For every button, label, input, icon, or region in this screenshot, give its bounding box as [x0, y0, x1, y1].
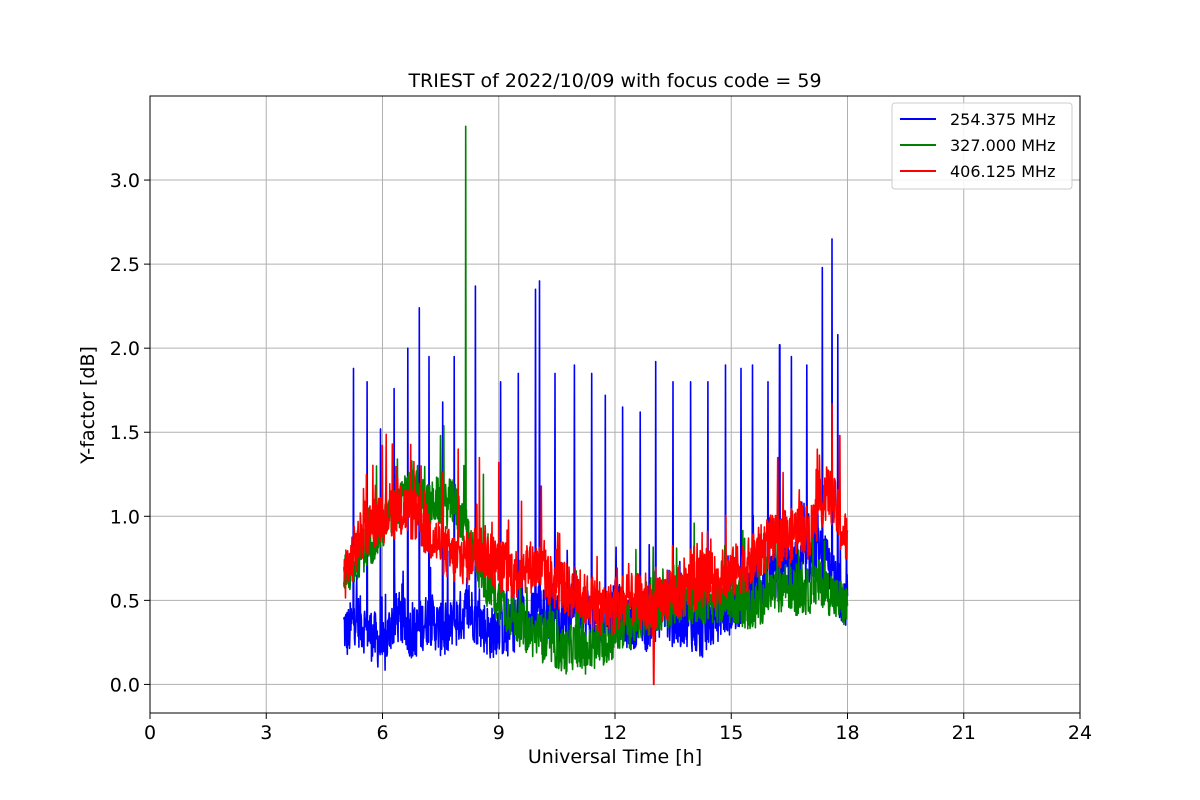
x-tick-label: 18 — [835, 722, 859, 744]
x-tick-label: 21 — [952, 722, 976, 744]
y-tick-label: 1.5 — [110, 422, 140, 444]
x-tick-label: 6 — [376, 722, 388, 744]
series-lines — [343, 125, 849, 686]
x-tick-label: 12 — [603, 722, 627, 744]
axis-ticks: 0 3 6 9 12 15 18 21 24 0.0 0.5 1.0 1.5 2.0 2.5 3.0 — [110, 170, 1092, 744]
x-axis-label: Universal Time [h] — [528, 746, 702, 768]
legend-label: 327.000 MHz — [950, 136, 1055, 155]
legend-label: 406.125 MHz — [950, 162, 1055, 181]
x-tick-label: 24 — [1068, 722, 1092, 744]
y-tick-label: 2.0 — [110, 338, 140, 360]
y-tick-label: 1.0 — [110, 506, 140, 528]
x-tick-label: 9 — [493, 722, 505, 744]
x-tick-label: 0 — [144, 722, 156, 744]
x-tick-label: 15 — [719, 722, 743, 744]
y-tick-label: 3.0 — [110, 170, 140, 192]
y-axis-label: Y-factor [dB] — [77, 346, 99, 465]
chart-title: TRIEST of 2022/10/09 with focus code = 5… — [407, 70, 821, 92]
series-line-3 — [343, 402, 849, 686]
x-tick-label: 3 — [260, 722, 272, 744]
y-tick-label: 0.5 — [110, 590, 140, 612]
y-tick-label: 2.5 — [110, 254, 140, 276]
legend-box — [891, 102, 1073, 190]
legend: 254.375 MHz 327.000 MHz 406.125 MHz — [891, 102, 1073, 190]
y-tick-label: 0.0 — [110, 674, 140, 696]
legend-label: 254.375 MHz — [950, 110, 1055, 129]
series-line-2 — [343, 125, 849, 675]
